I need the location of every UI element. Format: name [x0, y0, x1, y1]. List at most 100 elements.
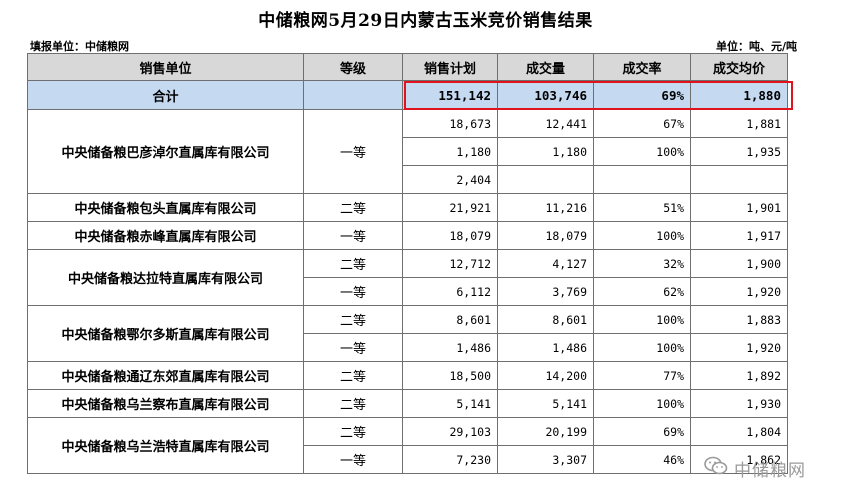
- volume-cell: 18,079: [497, 221, 594, 250]
- plan-cell: 18,673: [402, 109, 498, 138]
- header-rate: 成交率: [593, 53, 691, 81]
- price-cell: 1,917: [690, 221, 788, 250]
- grade-cell: 二等: [303, 389, 403, 418]
- grade-cell: 一等: [303, 221, 403, 250]
- company-cell: 中央储备粮鄂尔多斯直属库有限公司: [27, 305, 304, 362]
- volume-cell: 3,769: [497, 277, 594, 306]
- volume-cell: 1,180: [497, 137, 594, 166]
- rate-cell: 77%: [593, 361, 691, 390]
- grade-cell: 一等: [303, 277, 403, 306]
- table-row: 一等 1,486 1,486 100% 1,920: [28, 333, 788, 362]
- price-cell: 1,920: [690, 333, 788, 362]
- table-row: 中央储备粮乌兰察布直属库有限公司 二等 5,141 5,141 100% 1,9…: [27, 389, 788, 418]
- plan-cell: 1,486: [402, 333, 498, 362]
- plan-cell: 29,103: [402, 417, 498, 446]
- table-row: 中央储备粮达拉特直属库有限公司 二等 12,712 4,127 32% 1,90…: [27, 249, 788, 306]
- volume-cell: 3,307: [497, 445, 594, 474]
- rate-cell: 51%: [593, 193, 691, 222]
- grade-cell: 二等: [303, 305, 403, 334]
- plan-cell: 1,180: [402, 137, 498, 166]
- grade-cell: 二等: [303, 361, 403, 390]
- volume-cell: 5,141: [497, 389, 594, 418]
- table-row: 中央储备粮通辽东郊直属库有限公司 二等 18,500 14,200 77% 1,…: [27, 361, 788, 390]
- grade-cell: 一等: [303, 109, 403, 194]
- wechat-icon: [704, 456, 728, 481]
- plan-cell: 6,112: [402, 277, 498, 306]
- price-cell: 1,930: [690, 389, 788, 418]
- plan-cell: 5,141: [402, 389, 498, 418]
- total-grade: [303, 80, 403, 110]
- header-grade: 等级: [303, 53, 403, 81]
- filler-unit-label: 填报单位：中储粮网: [30, 40, 129, 53]
- rate-cell: 32%: [593, 249, 691, 278]
- company-cell: 中央储备粮乌兰浩特直属库有限公司: [27, 417, 304, 474]
- volume-cell: 8,601: [497, 305, 594, 334]
- total-volume: 103,746: [497, 80, 594, 110]
- table-row: 1,180 1,180 100% 1,935: [28, 137, 788, 166]
- rate-cell: 100%: [593, 333, 691, 362]
- table-row: 2,404: [28, 165, 788, 194]
- price-cell: 1,881: [690, 109, 788, 138]
- volume-cell: 14,200: [497, 361, 594, 390]
- header-plan: 销售计划: [402, 53, 498, 81]
- price-cell: [690, 165, 788, 194]
- plan-cell: 7,230: [402, 445, 498, 474]
- rate-cell: 100%: [593, 221, 691, 250]
- table-row: 中央储备粮赤峰直属库有限公司 一等 18,079 18,079 100% 1,9…: [27, 221, 788, 250]
- results-table: 销售单位 等级 销售计划 成交量 成交率 成交均价 合计 151,142 103…: [27, 53, 788, 474]
- plan-cell: 21,921: [402, 193, 498, 222]
- grade-cell: 一等: [303, 333, 403, 362]
- rate-cell: 67%: [593, 109, 691, 138]
- plan-cell: 8,601: [402, 305, 498, 334]
- grade-cell: 二等: [303, 193, 403, 222]
- price-cell: 1,900: [690, 249, 788, 278]
- page-title: 中储粮网5月29日内蒙古玉米竞价销售结果: [258, 11, 593, 31]
- header-price: 成交均价: [690, 53, 788, 81]
- rate-cell: 100%: [593, 305, 691, 334]
- price-cell: 1,892: [690, 361, 788, 390]
- rate-cell: 69%: [593, 417, 691, 446]
- total-plan: 151,142: [402, 80, 498, 110]
- plan-cell: 2,404: [402, 165, 498, 194]
- table-row: 中央储备粮乌兰浩特直属库有限公司 二等 29,103 20,199 69% 1,…: [27, 417, 788, 474]
- volume-cell: 12,441: [497, 109, 594, 138]
- header-volume: 成交量: [497, 53, 594, 81]
- plan-cell: 12,712: [402, 249, 498, 278]
- company-cell: 中央储备粮达拉特直属库有限公司: [27, 249, 304, 306]
- table-row: 中央储备粮鄂尔多斯直属库有限公司 二等 8,601 8,601 100% 1,8…: [27, 305, 788, 362]
- rate-cell: 100%: [593, 137, 691, 166]
- total-label: 合计: [27, 80, 304, 110]
- rate-cell: 100%: [593, 389, 691, 418]
- rate-cell: 46%: [593, 445, 691, 474]
- grade-cell: 二等: [303, 417, 403, 446]
- rate-cell: 62%: [593, 277, 691, 306]
- watermark-text: 中储粮网: [734, 461, 806, 481]
- grade-cell: 二等: [303, 249, 403, 278]
- volume-cell: 4,127: [497, 249, 594, 278]
- header-company: 销售单位: [27, 53, 304, 81]
- table-row: 一等 6,112 3,769 62% 1,920: [28, 277, 788, 306]
- plan-cell: 18,500: [402, 361, 498, 390]
- header-row: 销售单位 等级 销售计划 成交量 成交率 成交均价: [27, 53, 788, 81]
- volume-cell: 1,486: [497, 333, 594, 362]
- price-cell: 1,920: [690, 277, 788, 306]
- table-row: 中央储备粮包头直属库有限公司 二等 21,921 11,216 51% 1,90…: [27, 193, 788, 222]
- table-row: 一等 7,230 3,307 46% 1,862: [28, 445, 788, 474]
- company-cell: 中央储备粮乌兰察布直属库有限公司: [27, 389, 304, 418]
- watermark: 中储粮网: [704, 456, 806, 481]
- total-price: 1,880: [690, 80, 788, 110]
- company-cell: 中央储备粮赤峰直属库有限公司: [27, 221, 304, 250]
- table-row: 中央储备粮巴彦淖尔直属库有限公司 一等 18,673 12,441 67% 1,…: [27, 109, 788, 194]
- rate-cell: [593, 165, 691, 194]
- company-cell: 中央储备粮巴彦淖尔直属库有限公司: [27, 109, 304, 194]
- total-row: 合计 151,142 103,746 69% 1,880: [27, 80, 788, 110]
- price-cell: 1,804: [690, 417, 788, 446]
- volume-cell: 11,216: [497, 193, 594, 222]
- price-cell: 1,862: [690, 445, 788, 474]
- price-cell: 1,935: [690, 137, 788, 166]
- price-cell: 1,883: [690, 305, 788, 334]
- grade-cell: 一等: [303, 445, 403, 474]
- volume-cell: [497, 165, 594, 194]
- unit-label: 单位：吨、元/吨: [715, 40, 797, 53]
